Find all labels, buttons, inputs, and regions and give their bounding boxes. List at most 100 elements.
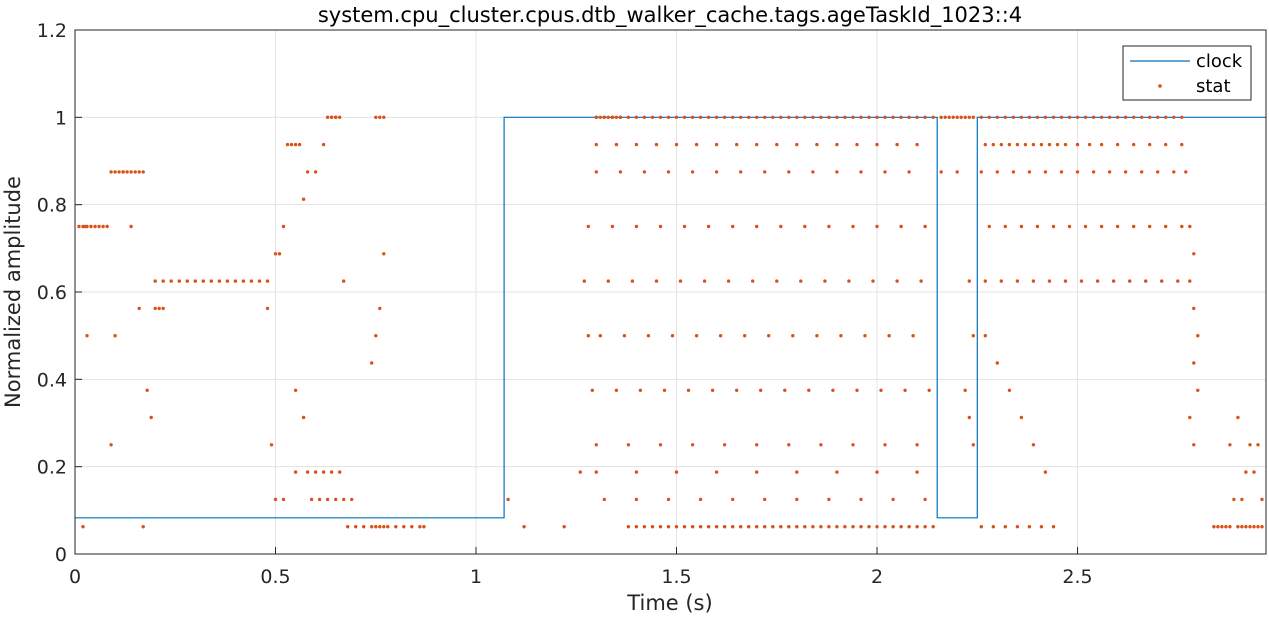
data-point-stat [1212, 525, 1216, 529]
data-point-stat [1148, 224, 1152, 229]
data-point-stat [835, 142, 839, 147]
data-point-stat [867, 115, 871, 120]
data-point-stat [831, 388, 835, 392]
y-tick-label: 0 [55, 544, 67, 566]
data-point-stat [1039, 525, 1044, 529]
legend-label-stat: stat [1196, 76, 1231, 97]
data-point-stat [382, 252, 386, 256]
data-point-stat [1087, 142, 1092, 147]
data-point-stat [602, 115, 606, 120]
data-point-stat [374, 334, 378, 338]
data-point-stat [1260, 525, 1264, 529]
data-point-stat [309, 497, 314, 502]
data-point-stat [1047, 142, 1052, 147]
data-point-stat [618, 170, 623, 174]
data-point-stat [109, 443, 113, 447]
data-point-stat [795, 142, 799, 147]
data-point-stat [755, 115, 759, 120]
data-point-stat [855, 388, 859, 392]
data-point-stat [281, 224, 286, 229]
data-point-stat [787, 115, 791, 120]
data-point-stat [923, 525, 927, 529]
data-point-stat [1091, 115, 1096, 120]
data-point-stat [694, 142, 699, 147]
data-point-stat [157, 306, 161, 311]
data-point-stat [875, 525, 879, 529]
data-point-stat [706, 224, 711, 229]
data-point-stat [879, 388, 883, 392]
data-point-stat [374, 115, 378, 120]
data-point-stat [755, 443, 759, 447]
x-tick-label: 1 [470, 566, 482, 588]
data-point-stat [883, 170, 887, 174]
data-point-stat [81, 525, 85, 529]
data-point-stat [586, 224, 590, 229]
data-point-stat [1236, 525, 1240, 529]
data-point-stat [883, 525, 887, 529]
data-point-stat [891, 497, 895, 502]
data-point-stat [346, 525, 350, 529]
data-point-stat [293, 470, 298, 474]
data-point-stat [1176, 279, 1180, 283]
data-point-stat [991, 142, 995, 147]
data-point-stat [1059, 170, 1064, 174]
data-point-stat [795, 470, 799, 474]
data-point-stat [634, 224, 639, 229]
data-point-stat [598, 115, 602, 120]
data-point-stat [1043, 170, 1048, 174]
data-point-stat [1196, 388, 1200, 392]
data-point-stat [714, 170, 719, 174]
data-point-stat [1132, 115, 1136, 120]
data-point-stat [1015, 279, 1020, 283]
data-point-stat [1188, 224, 1192, 229]
data-point-stat [141, 525, 145, 529]
data-point-stat [815, 334, 819, 338]
x-tick-label: 0 [69, 566, 81, 588]
data-point-stat [698, 115, 703, 120]
data-point-stat [1107, 170, 1112, 174]
data-point-stat [374, 525, 378, 529]
data-point-stat [759, 388, 763, 392]
data-point-stat [378, 525, 382, 529]
data-point-stat [698, 497, 703, 502]
data-point-stat [915, 443, 919, 447]
data-point-stat [690, 170, 695, 174]
data-point-stat [971, 443, 975, 447]
data-point-stat [799, 279, 803, 283]
data-point-stat [1240, 497, 1244, 502]
data-point-stat [1132, 224, 1136, 229]
data-point-stat [899, 224, 903, 229]
data-point-stat [915, 470, 919, 474]
y-tick-label: 0.6 [37, 282, 67, 304]
data-point-stat [281, 497, 286, 502]
data-point-stat [626, 525, 631, 529]
data-point-stat [735, 142, 739, 147]
data-point-stat [149, 415, 153, 420]
data-point-stat [133, 170, 137, 174]
x-tick-label: 2.5 [1062, 566, 1092, 588]
data-point-stat [1055, 142, 1060, 147]
data-point-stat [923, 224, 927, 229]
data-point-stat [1031, 142, 1036, 147]
data-point-stat [674, 525, 679, 529]
data-point-stat [1015, 525, 1020, 529]
data-point-stat [201, 279, 205, 283]
data-point-stat [1043, 470, 1048, 474]
data-point-stat [686, 388, 691, 392]
legend-label-clock: clock [1196, 51, 1243, 72]
data-point-stat [674, 142, 679, 147]
data-point-stat [939, 170, 943, 174]
data-point-stat [265, 306, 270, 311]
data-point-stat [1224, 525, 1228, 529]
data-point-stat [77, 224, 81, 229]
tick-labels: 0 0.5 1 1.5 2 2.5 0 0.2 0.4 0.6 0.8 1 1.2 [37, 20, 1093, 588]
data-point-stat [1192, 443, 1196, 447]
data-point-stat [971, 115, 975, 120]
data-point-stat [1079, 279, 1084, 283]
data-point-stat [931, 115, 935, 120]
data-point-stat [101, 224, 105, 229]
data-point-stat [763, 497, 767, 502]
data-point-stat [1047, 279, 1052, 283]
data-point-stat [722, 443, 727, 447]
